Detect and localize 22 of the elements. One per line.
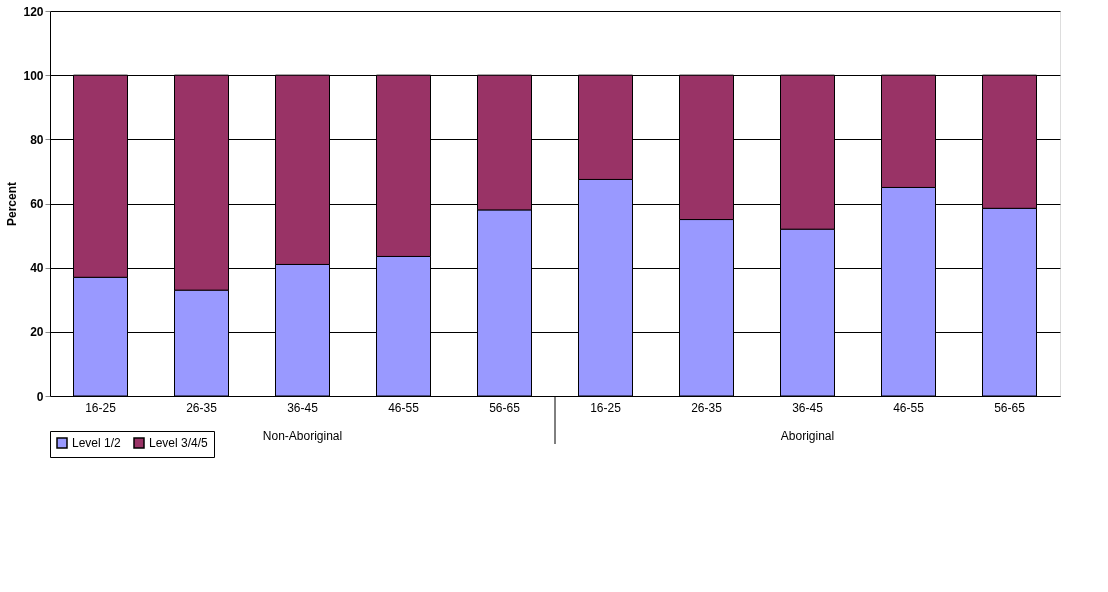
y-tick-label: 60: [30, 197, 44, 211]
y-tick-label: 0: [36, 389, 44, 404]
x-tick-label: 16-25: [85, 400, 117, 415]
legend-label: Level 3/4/5: [149, 436, 209, 450]
x-tick-label: 16-25: [590, 400, 622, 415]
x-tick-label: 26-35: [691, 400, 723, 415]
y-tick-label: 80: [30, 132, 44, 147]
x-tick-label: 56-65: [994, 400, 1026, 415]
x-tick-label: 36-45: [287, 400, 319, 415]
x-tick-label: 26-35: [186, 400, 218, 415]
x-tick-label: 46-55: [388, 400, 420, 415]
legend-label: Level 1/2: [72, 436, 122, 450]
y-tick-label: 120: [23, 4, 44, 19]
x-tick-label: 46-55: [893, 400, 925, 415]
y-axis-title: Percent: [5, 181, 20, 227]
text: Non-Aboriginal: [262, 429, 343, 443]
y-tick-label: 100: [23, 68, 44, 83]
x-tick-label: 36-45: [792, 400, 824, 415]
y-tick-label: 40: [30, 261, 44, 276]
x-tick-label: 56-65: [489, 400, 521, 415]
text: Aboriginal: [780, 429, 835, 443]
y-tick-label: 20: [30, 325, 44, 340]
